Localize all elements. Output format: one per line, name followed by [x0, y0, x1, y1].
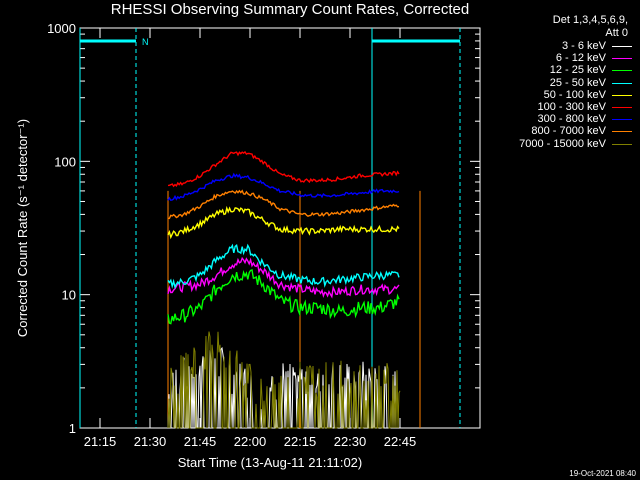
y-tick-label: 10: [62, 288, 76, 303]
legend-swatch: [612, 82, 632, 84]
series-line-3: [167, 243, 400, 290]
legend-item-label: 100 - 300 keV: [537, 100, 607, 113]
legend-swatch: [612, 46, 632, 47]
legend-swatch: [612, 106, 632, 108]
series-line-4: [167, 205, 400, 240]
x-axis-label: Start Time (13-Aug-11 21:11:02): [177, 455, 363, 470]
legend-item: 7000 - 15000 keV: [472, 138, 638, 150]
footer-timestamp: 19-Oct-2021 08:40: [569, 469, 636, 478]
legend-swatch: [612, 143, 632, 145]
legend-item: 3 - 6 keV: [472, 40, 638, 52]
series-line-2: [167, 268, 400, 325]
x-tick-label: 22:00: [234, 434, 267, 449]
series-line-8: [167, 331, 401, 429]
y-tick-label: 1: [69, 421, 76, 436]
legend-item-label: 7000 - 15000 keV: [519, 137, 606, 150]
legend-swatch: [612, 131, 632, 133]
x-tick-label: 22:15: [284, 434, 317, 449]
series-line-5: [167, 150, 400, 188]
legend-item: 300 - 800 keV: [472, 113, 638, 125]
x-tick-label: 21:30: [134, 434, 167, 449]
chart-title: RHESSI Observing Summary Count Rates, Co…: [110, 1, 470, 18]
legend-item: 6 - 12 keV: [472, 52, 638, 64]
x-tick-label: 21:45: [184, 434, 217, 449]
legend-item: 100 - 300 keV: [472, 101, 638, 113]
legend-header-line2: Att 0: [605, 27, 628, 39]
legend-item-label: 3 - 6 keV: [561, 40, 606, 52]
legend-swatch: [612, 94, 632, 96]
series-line-1: [167, 256, 400, 299]
legend-item: 25 - 50 keV: [472, 77, 638, 89]
legend-swatch: [612, 119, 632, 121]
legend-item-label: 800 - 7000 keV: [531, 125, 606, 138]
legend-item: 12 - 25 keV: [472, 64, 638, 76]
y-axis-label: Corrected Count Rate (s⁻¹ detector⁻¹): [15, 118, 30, 338]
legend-swatch: [612, 58, 632, 60]
legend-item-label: 6 - 12 keV: [555, 52, 606, 65]
y-tick-label: 1000: [47, 21, 76, 36]
legend-item: 50 - 100 keV: [472, 89, 638, 101]
x-tick-label: 22:45: [384, 434, 417, 449]
legend-swatch: [612, 70, 632, 72]
legend-item-label: 12 - 25 keV: [549, 64, 606, 77]
legend: Det 1,3,4,5,6,9, Att 0 3 - 6 keV 6 - 12 k…: [472, 14, 638, 150]
series-line-7: [167, 189, 400, 220]
legend-header-line1: Det 1,3,4,5,6,9,: [552, 14, 628, 26]
legend-item-label: 25 - 50 keV: [549, 76, 606, 89]
legend-item-label: 50 - 100 keV: [543, 88, 606, 101]
flag-marker-label: N: [142, 37, 149, 47]
x-tick-label: 21:15: [84, 434, 117, 449]
y-tick-label: 100: [54, 154, 76, 169]
x-tick-label: 22:30: [334, 434, 367, 449]
legend-item-label: 300 - 800 keV: [537, 113, 607, 126]
series-line-6: [167, 172, 400, 201]
legend-item: 800 - 7000 keV: [472, 125, 638, 137]
